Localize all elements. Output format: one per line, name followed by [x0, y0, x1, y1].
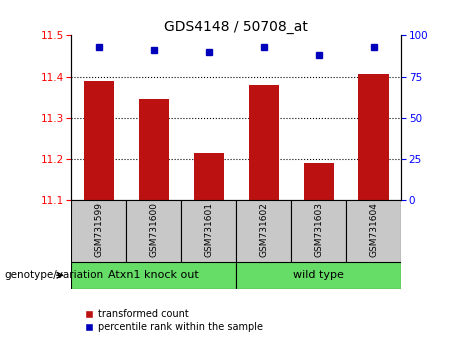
Bar: [248, 85, 279, 200]
Bar: [194, 153, 224, 200]
Bar: [291, 200, 346, 262]
Bar: [303, 163, 334, 200]
Bar: [236, 200, 291, 262]
Text: GSM731599: GSM731599: [95, 202, 103, 257]
Bar: [139, 99, 169, 200]
Text: GSM731602: GSM731602: [259, 202, 268, 257]
Legend: transformed count, percentile rank within the sample: transformed count, percentile rank withi…: [86, 309, 263, 332]
Bar: [181, 200, 236, 262]
Bar: [346, 200, 401, 262]
Text: GSM731601: GSM731601: [204, 202, 213, 257]
Text: wild type: wild type: [293, 270, 344, 280]
Title: GDS4148 / 50708_at: GDS4148 / 50708_at: [164, 21, 308, 34]
Text: genotype/variation: genotype/variation: [5, 270, 104, 280]
Text: GSM731600: GSM731600: [149, 202, 159, 257]
Bar: [84, 81, 114, 200]
Bar: [71, 262, 236, 289]
Bar: [359, 74, 389, 200]
Text: GSM731604: GSM731604: [369, 202, 378, 257]
Bar: [126, 200, 181, 262]
Text: Atxn1 knock out: Atxn1 knock out: [108, 270, 199, 280]
Bar: [236, 262, 401, 289]
Bar: [71, 200, 126, 262]
Text: GSM731603: GSM731603: [314, 202, 323, 257]
